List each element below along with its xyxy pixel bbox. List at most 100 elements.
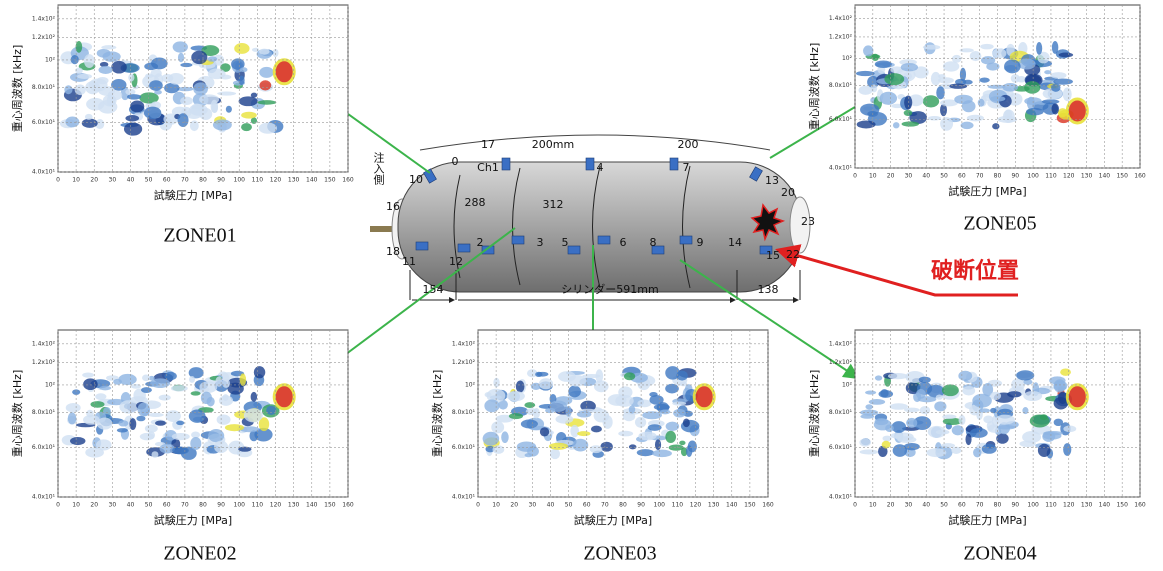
- heatmap-blob: [77, 74, 92, 79]
- x-tick-label: 150: [744, 502, 756, 509]
- heatmap-blob: [980, 44, 993, 50]
- heatmap-blob: [973, 448, 981, 458]
- heatmap-blob: [191, 391, 201, 395]
- sensor-label: 17: [481, 138, 495, 151]
- cylinder: [370, 135, 810, 300]
- heatmap-blob: [266, 406, 276, 415]
- heatmap-blob: [1022, 431, 1041, 443]
- heatmap-blob: [889, 403, 908, 410]
- x-tick-label: 130: [1081, 502, 1093, 509]
- sensor-label: 13: [765, 174, 779, 187]
- heatmap-blob: [193, 82, 208, 95]
- x-tick-label: 50: [145, 502, 153, 509]
- y-tick-label: 4.0x10¹: [32, 169, 56, 176]
- heatmap-blob: [673, 409, 686, 418]
- heatmap-blob: [159, 395, 171, 401]
- heatmap-blob: [869, 399, 885, 405]
- heatmap-blob: [1044, 70, 1051, 74]
- heatmap-blob: [137, 403, 149, 417]
- x-tick-label: 80: [199, 177, 207, 184]
- heatmap-blob: [70, 437, 85, 445]
- y-axis-label: 重心周波数 [kHz]: [10, 370, 24, 458]
- heatmap-blob: [85, 114, 93, 120]
- heatmap-blob: [568, 386, 581, 398]
- heatmap-blob: [594, 409, 609, 422]
- y-tick-label: 1.2x10²: [32, 34, 56, 41]
- heatmap-blob: [82, 372, 94, 377]
- sensor-label: 15: [766, 249, 780, 262]
- x-tick-label: 110: [252, 177, 264, 184]
- heatmap-blob: [949, 83, 967, 88]
- heatmap-blob: [1063, 88, 1072, 102]
- x-tick-label: 120: [1063, 173, 1075, 180]
- y-tick-label: 1.2x10²: [32, 359, 56, 366]
- heatmap-blob: [942, 415, 956, 419]
- y-axis-label: 重心周波数 [kHz]: [807, 43, 821, 131]
- heatmap-blob: [918, 396, 937, 402]
- heatmap-blob: [549, 443, 568, 450]
- heatmap-blob: [1016, 370, 1034, 380]
- heatmap-blob: [618, 431, 633, 437]
- heatmap-blob: [239, 96, 258, 106]
- x-tick-label: 20: [510, 502, 518, 509]
- heatmap-blob: [151, 69, 162, 77]
- heatmap-blob: [892, 421, 907, 433]
- heatmap-blob: [493, 378, 499, 388]
- x-tick-label: 50: [940, 502, 948, 509]
- x-tick-label: 0: [476, 502, 480, 509]
- sensor-label: 23: [801, 215, 815, 228]
- heatmap-blob: [995, 415, 1015, 425]
- heatmap-blob: [516, 380, 525, 392]
- heatmap-blob: [875, 60, 892, 68]
- heatmap-blob: [208, 429, 224, 442]
- heatmap-blob: [1042, 99, 1059, 104]
- y-tick-label: 6.0x10¹: [829, 116, 853, 123]
- x-tick-label: 40: [922, 502, 930, 509]
- heatmap-blob: [124, 122, 142, 135]
- heatmap-blob: [211, 103, 218, 113]
- y-tick-label: 6.0x10¹: [829, 444, 853, 451]
- x-tick-label: 30: [905, 502, 913, 509]
- heatmap-blob: [982, 444, 997, 454]
- heatmap-blob: [507, 391, 525, 401]
- y-tick-label: 1.2x10²: [829, 33, 853, 40]
- heatmap-blob: [222, 379, 230, 388]
- heatmap-blob: [213, 119, 232, 130]
- y-tick-label: 1.4x10²: [452, 340, 476, 347]
- heatmap-blob: [525, 453, 533, 457]
- heatmap-blob: [85, 81, 100, 94]
- heatmap-blob: [101, 45, 116, 49]
- y-tick-label: 1.2x10²: [452, 359, 476, 366]
- x-tick-label: 50: [565, 502, 573, 509]
- heatmap-blob: [125, 115, 139, 121]
- x-tick-label: 0: [853, 502, 857, 509]
- heatmap-blob: [238, 75, 244, 85]
- heatmap-blob: [936, 394, 943, 399]
- heatmap-blob: [654, 404, 670, 410]
- heatmap-blob: [98, 66, 112, 74]
- x-tick-label: 10: [492, 502, 500, 509]
- x-tick-label: 90: [217, 502, 225, 509]
- heatmap-blob: [1023, 391, 1042, 401]
- heatmap-blob: [919, 377, 931, 383]
- heatmap-blob: [160, 444, 175, 454]
- x-tick-label: 70: [976, 502, 984, 509]
- y-tick-label: 8.0x10¹: [829, 82, 853, 89]
- heatmap-blob: [201, 392, 212, 404]
- x-tick-label: 60: [958, 502, 966, 509]
- heatmap-blob: [970, 428, 988, 438]
- sensor-label: 0: [452, 155, 459, 168]
- x-tick-label: 110: [1045, 502, 1057, 509]
- figure: 破断位置 注入側 170200mm200Ch147101328831223568…: [0, 0, 1163, 567]
- heatmap-blob: [679, 382, 687, 387]
- heatmap-blob: [590, 445, 603, 453]
- x-tick-label: 30: [109, 177, 117, 184]
- heatmap-blob: [992, 123, 999, 129]
- y-axis-label: 重心周波数 [kHz]: [10, 45, 24, 133]
- sensor-label: 16: [386, 200, 400, 213]
- heatmap-blob: [920, 406, 931, 414]
- heatmap-blob: [176, 421, 184, 425]
- heatmap-blob: [162, 74, 174, 83]
- heatmap-blob: [884, 73, 904, 85]
- x-tick-label: 0: [56, 177, 60, 184]
